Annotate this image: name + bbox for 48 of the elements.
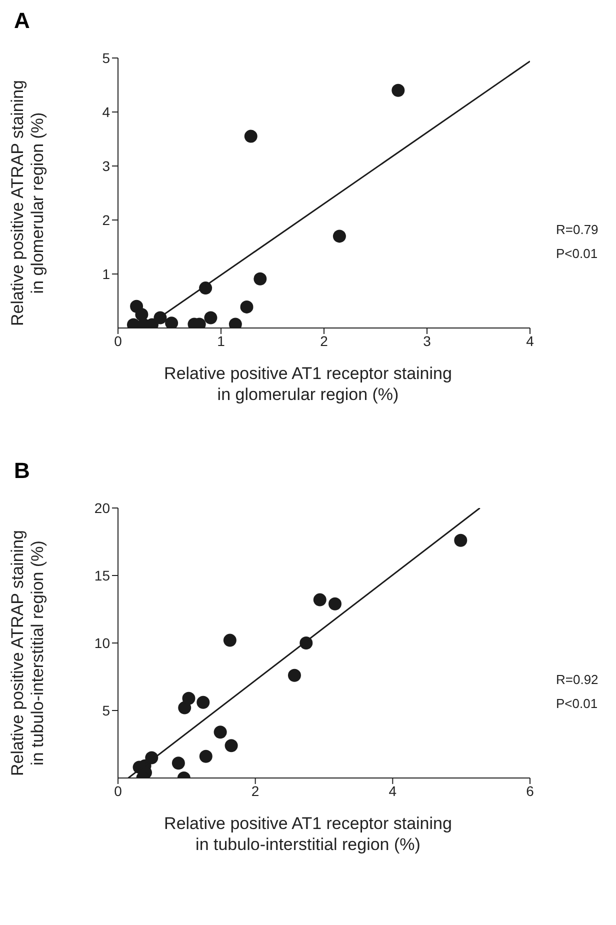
point — [328, 597, 342, 610]
y-tick-label: 5 — [102, 702, 110, 718]
point — [244, 130, 258, 143]
point — [454, 534, 468, 547]
x-tick-label: 0 — [114, 782, 122, 799]
point — [135, 308, 148, 321]
y-tick-label: 1 — [102, 266, 110, 282]
point — [199, 750, 212, 763]
point — [196, 696, 210, 709]
y-tick-label: 3 — [102, 158, 110, 174]
point — [332, 230, 346, 243]
x-tick-label: 4 — [526, 332, 534, 349]
x-tick-label: 1 — [217, 332, 226, 349]
text: P<0.01 — [556, 245, 598, 263]
y-tick-label: 4 — [102, 104, 110, 120]
point — [240, 300, 254, 314]
x-tick-label: 2 — [320, 332, 328, 349]
x-axis-title: Relative positive AT1 receptor staining in glomerular region (%) — [163, 363, 453, 405]
x-tick-label: 4 — [388, 782, 397, 799]
y-tick-label: 20 — [94, 500, 110, 516]
point — [224, 739, 238, 752]
y-axis-title: Relative positive ATRAP staining in glomerular region (%) — [8, 79, 48, 328]
x-axis-title: Relative positive AT1 receptor staining in tubulo-interstitial region (%) — [163, 813, 453, 855]
y-tick-label: 15 — [94, 567, 110, 584]
x-tick-label: 3 — [423, 332, 432, 349]
point — [214, 726, 227, 739]
point — [313, 593, 326, 606]
point — [288, 668, 301, 682]
x-tick-label: 2 — [251, 782, 260, 799]
point — [154, 311, 167, 324]
x-tick-label: 0 — [114, 332, 122, 349]
x-tick-label: 6 — [526, 782, 534, 799]
point — [392, 84, 405, 97]
text: R=0.92 — [556, 671, 598, 689]
chart-title: B — [14, 458, 30, 484]
y-tick-label: 5 — [102, 50, 110, 66]
y-tick-label: 2 — [102, 212, 110, 228]
point — [165, 316, 178, 328]
point — [172, 756, 185, 770]
point — [182, 692, 196, 705]
chart-title: A — [14, 8, 30, 34]
point — [254, 272, 267, 286]
text: P<0.01 — [556, 695, 598, 713]
point — [204, 311, 218, 324]
y-tick-label: 10 — [94, 634, 110, 651]
text: R=0.79 — [556, 221, 598, 239]
point — [223, 634, 236, 647]
y-axis-title: Relative positive ATRAP staining in tubulo-interstitial region (%) — [8, 529, 48, 778]
